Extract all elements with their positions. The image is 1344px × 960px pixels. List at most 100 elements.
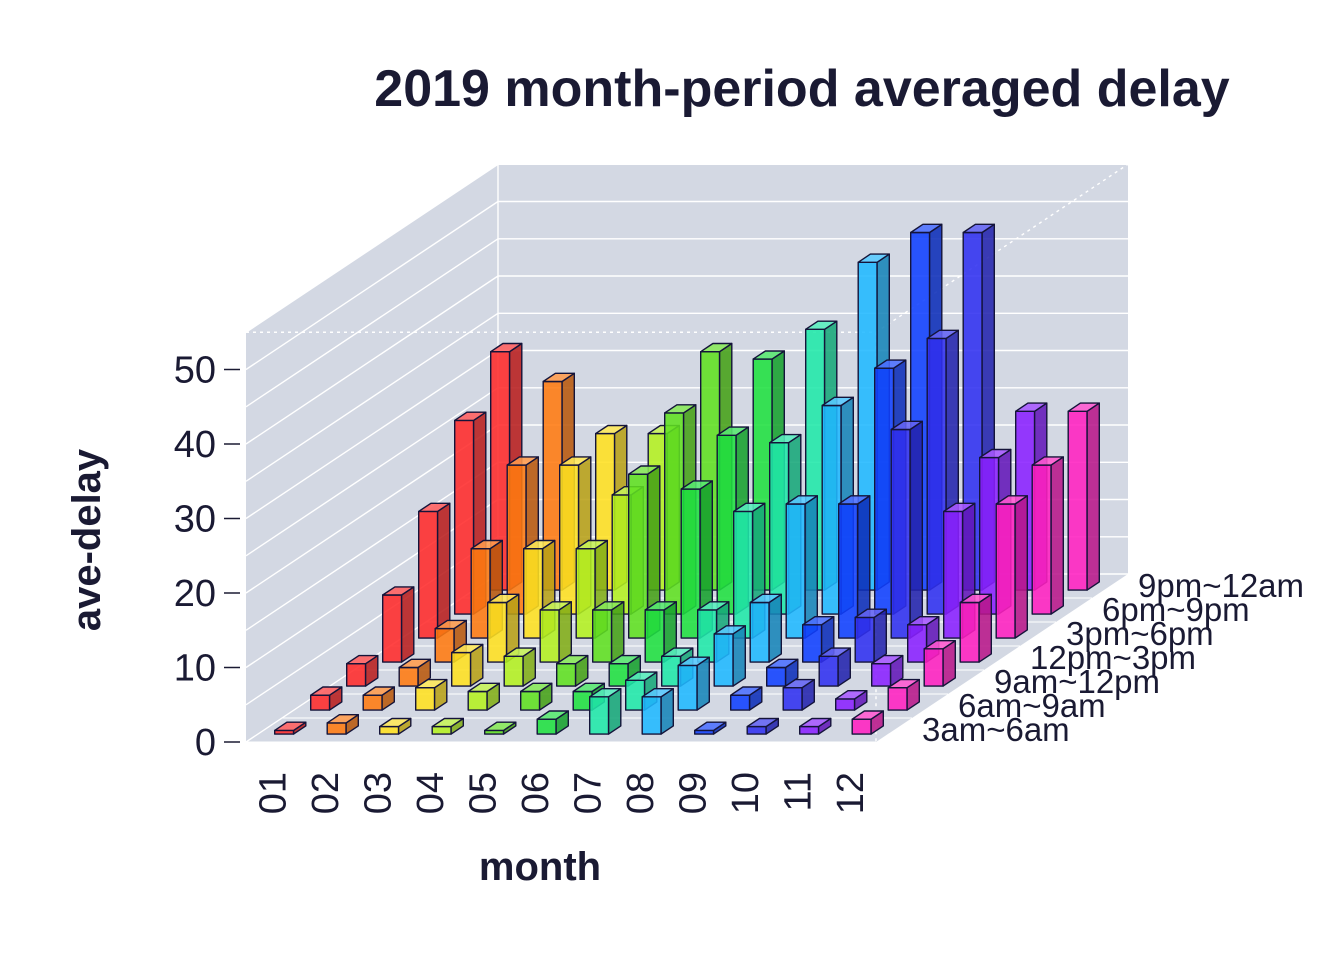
bar-10-3am~6am (746, 717, 779, 735)
bar-front-face (1031, 464, 1052, 615)
bar-07-3am~6am (589, 688, 622, 735)
bar-top-face (746, 717, 779, 728)
bar-top-face (326, 714, 359, 724)
bar-top-face (995, 495, 1029, 505)
bar-08-3pm~6pm (785, 495, 818, 639)
bar-top-face (628, 465, 661, 475)
bar-front-face (746, 725, 767, 735)
bar-front-face (346, 663, 367, 687)
y-axis-title: ave-delay (65, 448, 109, 631)
bar-front-face (766, 666, 787, 687)
bar-side-face (873, 608, 887, 663)
bar-top-face (838, 495, 871, 505)
bar-08-12pm~3pm (749, 593, 782, 663)
x-tick-label: 03 (357, 772, 399, 814)
bar-side-face (978, 593, 992, 663)
bar-top-face (520, 682, 553, 693)
bar-top-face (625, 671, 658, 681)
bar-front-face (923, 648, 944, 687)
bar-05-9am~12pm (556, 654, 589, 687)
bar-top-face (871, 654, 904, 665)
bar-top-face (959, 593, 992, 604)
bar-front-face (749, 601, 770, 663)
bar-05-6am~9am (520, 682, 553, 711)
bar-top-face (415, 678, 448, 689)
bar-01-9am~12pm (346, 654, 379, 687)
z-tick-label: 12pm~3pm (1030, 639, 1196, 676)
bar-side-face (732, 625, 746, 687)
bar-09-6am~9am (730, 686, 763, 711)
bar-01-6am~9am (310, 686, 343, 711)
x-tick-label: 09 (672, 772, 714, 814)
bar-side-face (909, 420, 923, 639)
bar-top-face (926, 329, 959, 340)
bar-top-face (595, 424, 628, 435)
bar-top-face (799, 717, 832, 728)
bar-front-face (362, 694, 383, 711)
bar-11-6am~9am (835, 690, 868, 711)
x-tick-label: 10 (725, 772, 767, 814)
bar-top-face (470, 539, 503, 550)
bar-top-face (821, 396, 854, 407)
bar-09-3am~6am (694, 721, 727, 735)
bar-05-12pm~3pm (592, 601, 625, 663)
bar-side-face (1014, 495, 1029, 639)
bar-12-9pm~12am (1067, 402, 1101, 591)
bar-12-9am~12pm (923, 640, 956, 687)
bar-11-9am~12pm (871, 654, 904, 687)
bar-front-face (959, 601, 980, 663)
bar-top-face (835, 690, 868, 700)
bar-top-face (661, 647, 694, 657)
y-tick-label: 30 (174, 499, 216, 541)
bar-top-face (943, 502, 976, 513)
bar-top-face (431, 717, 464, 728)
bar-top-face (782, 678, 815, 689)
z-tick-label: 6pm~9pm (1102, 591, 1250, 628)
bar-front-face (785, 503, 806, 639)
bar-03-6am~9am (415, 678, 448, 711)
bar-front-face (310, 694, 331, 711)
bar-04-6am~9am (467, 682, 500, 711)
bar-top-face (487, 593, 520, 604)
bar-front-face (854, 616, 875, 663)
bar-top-face (418, 502, 451, 513)
bar-front-face (713, 633, 734, 687)
bar-top-face (979, 448, 1012, 459)
x-tick-label: 05 (462, 772, 504, 814)
bar-top-face (730, 686, 763, 696)
x-tick-label: 04 (410, 772, 452, 814)
bar-top-face (346, 654, 379, 665)
bar-top-face (680, 480, 713, 490)
y-tick-label: 20 (174, 573, 216, 615)
bar-top-face (641, 688, 674, 698)
bar-08-3am~6am (641, 688, 674, 735)
bar-top-face (697, 601, 730, 611)
bar-01-12pm~3pm (382, 586, 415, 663)
bar-05-3pm~6pm (628, 465, 661, 639)
bar-top-face (559, 456, 592, 466)
bars (274, 223, 1101, 735)
x-tick-label: 11 (777, 772, 819, 811)
z-tick-label: 3pm~6pm (1066, 615, 1214, 652)
bar-top-face (664, 404, 697, 414)
bar-06-3pm~6pm (680, 480, 713, 639)
bar-top-face (556, 654, 589, 665)
bar-front-face (326, 722, 347, 735)
bar-top-face (523, 539, 556, 550)
bar-front-face (379, 725, 400, 735)
bar-side-face (1050, 456, 1065, 615)
bar-top-face (608, 654, 641, 665)
bar-top-face (484, 721, 517, 732)
bar-top-face (503, 647, 536, 657)
bar-03-12pm~3pm (487, 593, 520, 663)
bar-top-face (536, 710, 569, 720)
bar-top-face (713, 625, 746, 635)
bar-top-face (1067, 402, 1101, 412)
y-tick-label: 50 (174, 350, 216, 392)
bar-12-12pm~3pm (959, 593, 992, 663)
bar-top-face (398, 658, 431, 669)
bar-08-6am~9am (677, 656, 710, 711)
